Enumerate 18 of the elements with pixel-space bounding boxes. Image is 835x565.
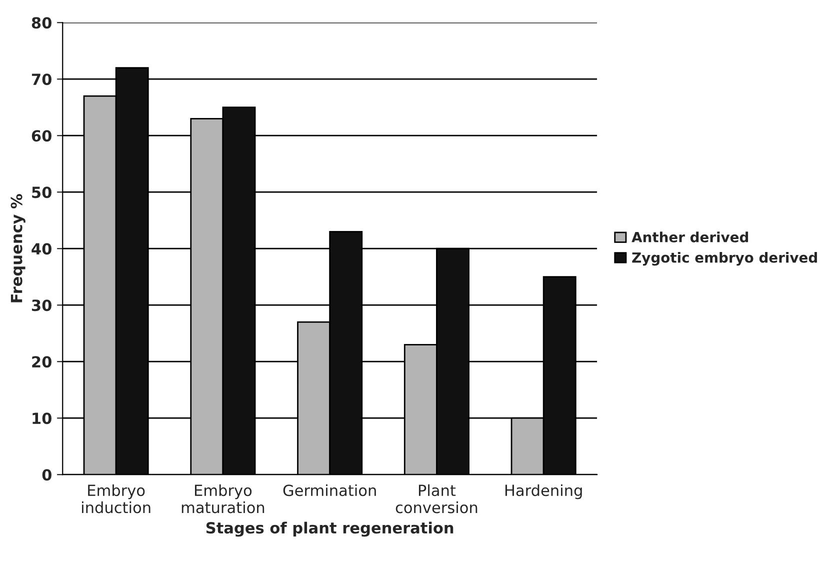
x-axis-title: Stages of plant regeneration <box>206 522 454 537</box>
legend-label: Anther derived <box>632 232 748 242</box>
y-tick-label: 0 <box>42 469 52 481</box>
y-tick-label: 10 <box>32 412 52 424</box>
y-tick-label: 30 <box>32 300 52 312</box>
y-tick-label: 60 <box>32 130 52 142</box>
y-tick-label: 40 <box>32 243 52 255</box>
x-tick-label: Germination <box>283 484 376 496</box>
x-tick-label: Embryo induction <box>82 484 150 514</box>
y-axis-title: Frequency % <box>10 194 26 302</box>
x-tick-label: Embryo maturation <box>182 484 264 514</box>
y-tick-label: 50 <box>32 186 52 198</box>
x-tick-label: Hardening <box>505 484 582 500</box>
legend-label: Zygotic embryo derived <box>632 252 817 266</box>
y-tick-label: 70 <box>32 74 52 86</box>
x-tick-label: Plant conversion <box>396 484 478 514</box>
y-tick-label: 80 <box>32 17 52 29</box>
y-tick-label: 20 <box>32 356 52 368</box>
